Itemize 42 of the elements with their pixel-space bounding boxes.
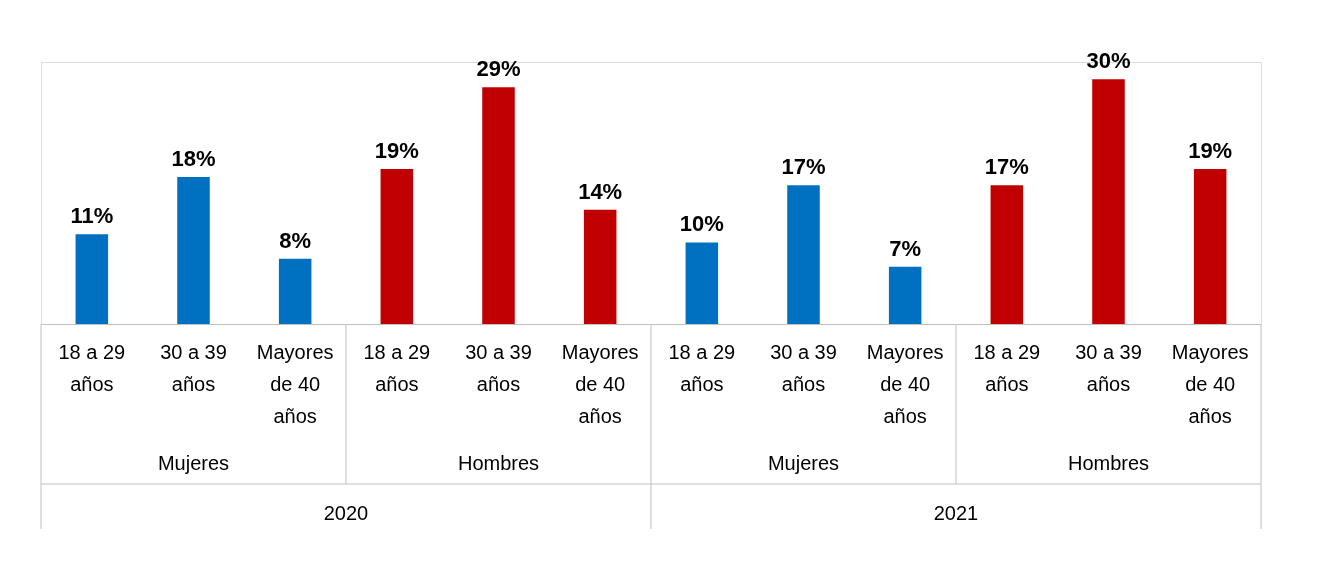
x-tick-label: Mayores de 40 años — [866, 340, 944, 427]
x-tick-label: 30 a 39 años — [770, 340, 837, 395]
text: Mujeres — [767, 452, 840, 474]
x-tick-label: 30 a 39 años — [1075, 340, 1142, 395]
data-label: 17% — [984, 154, 1029, 180]
bar — [278, 258, 312, 324]
bar — [75, 234, 109, 324]
data-label: 14% — [578, 178, 623, 204]
x-tick-label: 18 a 29 años — [668, 340, 736, 395]
x-tick-label: 18 a 29 años — [973, 340, 1041, 395]
data-label: 11% — [70, 203, 114, 229]
data-label: 10% — [679, 211, 724, 237]
x-tick-label: 30 a 39 años — [465, 340, 532, 395]
bar — [888, 266, 922, 324]
x-tick-label: 18 a 29 años — [363, 340, 431, 395]
bar — [177, 177, 210, 324]
bar — [990, 185, 1024, 324]
x-tick-label: 18 a 29 años — [58, 340, 126, 395]
text: Hombres — [457, 452, 540, 474]
data-label: 17% — [781, 154, 826, 180]
data-label: 8% — [279, 227, 312, 253]
x-tick-label: Mayores de 40 años — [561, 340, 639, 427]
data-label: 19% — [374, 137, 419, 163]
data-label: 19% — [1188, 137, 1233, 163]
bar — [1092, 79, 1125, 324]
text: Mujeres — [157, 452, 230, 474]
bar — [787, 185, 820, 324]
x-tick-label: 30 a 39 años — [160, 340, 227, 395]
bar — [1193, 168, 1227, 324]
bar — [482, 87, 515, 324]
text: 2021 — [933, 502, 979, 524]
data-label: 7% — [889, 235, 922, 261]
x-tick-label: Mayores de 40 años — [1171, 340, 1249, 427]
data-label: 30% — [1086, 48, 1131, 74]
text: 2020 — [323, 502, 369, 524]
text: Hombres — [1067, 452, 1150, 474]
x-tick-label: Mayores de 40 años — [256, 340, 334, 427]
bar — [380, 168, 414, 324]
data-label: 18% — [171, 146, 216, 172]
data-label: 29% — [476, 56, 521, 82]
bar — [685, 242, 719, 324]
bar — [583, 209, 617, 324]
